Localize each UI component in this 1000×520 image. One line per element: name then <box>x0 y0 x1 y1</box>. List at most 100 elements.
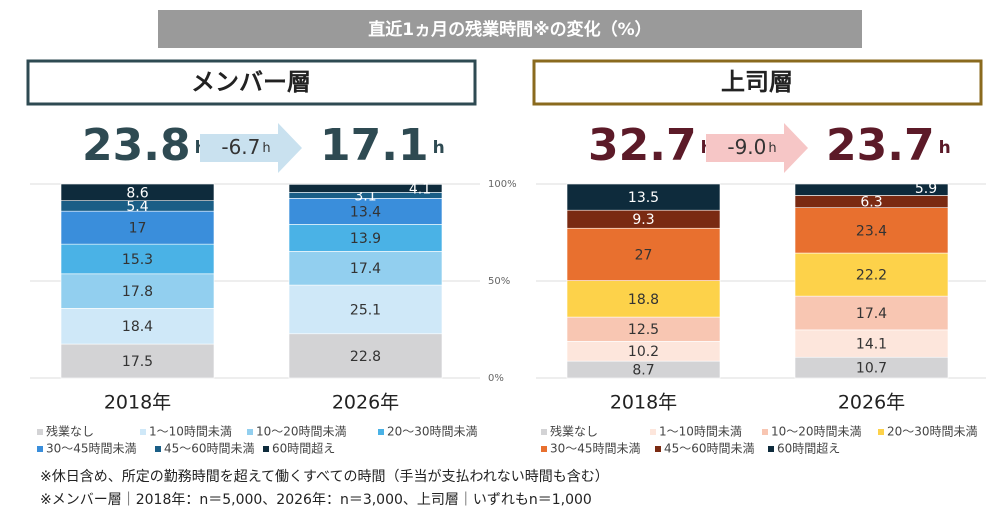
legend-swatch <box>155 446 161 452</box>
summary-unit: h <box>939 138 951 158</box>
y-tick-label: 0% <box>488 373 504 384</box>
value-label: 17.4 <box>350 261 381 277</box>
bar-segment <box>566 316 721 342</box>
bar-segment <box>288 251 443 286</box>
value-label: 27 <box>635 247 653 263</box>
legend-label: 30〜45時間未満 <box>46 442 137 456</box>
bar-segment <box>794 252 949 297</box>
legend-label: 10〜20時間未満 <box>256 425 347 439</box>
x-tick-label: 2018年 <box>104 392 171 414</box>
summary-value: 32.7h <box>588 120 713 171</box>
value-label: 9.3 <box>632 212 654 228</box>
header-title: 直近1ヵ月の残業時間※の変化（%） <box>368 19 651 40</box>
header-bar <box>158 10 862 48</box>
value-label: 18.8 <box>628 292 659 308</box>
legend-label: 残業なし <box>46 425 94 439</box>
change-number: -6.7 <box>221 135 260 159</box>
panel-title: メンバー層 <box>191 68 311 96</box>
note: ※メンバー層｜2018年：n＝5,000、2026年：n＝3,000、上司層｜い… <box>40 492 592 508</box>
value-label: 6.3 <box>860 195 882 211</box>
value-label: 13.4 <box>350 204 381 220</box>
summary-value: 17.1 h <box>320 120 445 171</box>
legend-swatch <box>37 446 43 452</box>
legend-swatch <box>263 446 269 452</box>
legend-swatch <box>655 446 661 452</box>
panel-title: 上司層 <box>721 68 793 96</box>
change-unit: h <box>768 141 776 156</box>
x-tick-label: 2026年 <box>838 392 905 414</box>
legend-label: 30〜45時間未満 <box>550 442 641 456</box>
bar-segment <box>794 183 949 196</box>
legend-swatch <box>768 446 774 452</box>
bar-segment <box>566 227 721 281</box>
y-tick-label: 100% <box>488 179 517 190</box>
bar-segment <box>566 183 721 211</box>
legend-swatch <box>541 446 547 452</box>
bar-segment <box>288 184 443 193</box>
summary-value: 23.7 h <box>826 120 951 171</box>
value-label: 17 <box>129 221 147 237</box>
bar-segment <box>288 198 443 225</box>
summary-number: 17.1 <box>320 120 429 171</box>
arrow <box>200 123 302 173</box>
change-label: -9.0 h <box>727 135 776 159</box>
value-label: 17.8 <box>122 284 153 300</box>
value-label: 8.6 <box>126 185 148 201</box>
value-label: 10.2 <box>628 344 659 360</box>
panel-frame <box>532 59 983 106</box>
legend-label: 10〜20時間未満 <box>771 425 862 439</box>
legend-swatch <box>878 429 884 435</box>
legend-swatch <box>37 429 43 435</box>
note: ※休日含め、所定の勤務時間を超えて働くすべての時間（手当が支払われない時間も含む… <box>40 469 609 485</box>
y-tick-label: 50% <box>488 276 510 287</box>
x-tick-label: 2026年 <box>332 392 399 414</box>
bar-segment <box>60 343 215 379</box>
value-label: 17.5 <box>122 354 153 370</box>
bar-segment <box>288 224 443 252</box>
value-label: 17.4 <box>856 306 887 322</box>
legend-label: 20〜30時間未満 <box>887 425 978 439</box>
legend-swatch <box>541 429 547 435</box>
summary-number: 32.7 <box>588 120 697 171</box>
summary-unit: h <box>433 138 445 158</box>
value-label: 13.9 <box>350 231 381 247</box>
bar-segment <box>288 284 443 335</box>
bar-segment <box>60 210 215 245</box>
legend-label: 1〜10時間未満 <box>659 425 742 439</box>
legend-swatch <box>650 429 656 435</box>
legend-label: 20〜30時間未満 <box>387 425 478 439</box>
value-label: 15.3 <box>122 252 153 268</box>
bar-segment <box>794 329 949 358</box>
legend-label: 60時間超え <box>777 441 840 456</box>
legend-swatch <box>247 429 253 435</box>
legend-swatch <box>762 429 768 435</box>
legend-label: 45〜60時間未満 <box>664 442 755 456</box>
bar-segment <box>288 333 443 379</box>
value-label: 5.4 <box>126 199 148 215</box>
summary-number: 23.8 <box>82 120 191 171</box>
change-number: -9.0 <box>727 135 766 159</box>
value-label: 22.8 <box>350 349 381 365</box>
legend-label: 残業なし <box>550 425 598 439</box>
legend-swatch <box>140 429 146 435</box>
summary-number: 23.7 <box>826 120 935 171</box>
value-label: 25.1 <box>350 302 381 318</box>
value-label: 10.7 <box>856 361 887 377</box>
legend-label: 60時間超え <box>272 441 335 456</box>
value-label: 14.1 <box>856 337 887 353</box>
bar-segment <box>566 280 721 318</box>
legend-label: 1〜10時間未満 <box>149 425 232 439</box>
value-label: 23.4 <box>856 223 887 239</box>
x-tick-label: 2018年 <box>610 392 677 414</box>
bar-segment <box>60 273 215 309</box>
value-label: 13.5 <box>628 190 659 206</box>
change-unit: h <box>262 141 270 156</box>
bar-segment <box>60 243 215 275</box>
legend-label: 45〜60時間未満 <box>164 442 255 456</box>
value-label: 12.5 <box>628 322 659 338</box>
change-label: -6.7 h <box>221 135 270 159</box>
bar-segment <box>794 207 949 254</box>
bar-segment <box>60 308 215 345</box>
summary-value: 23.8h <box>82 120 207 171</box>
